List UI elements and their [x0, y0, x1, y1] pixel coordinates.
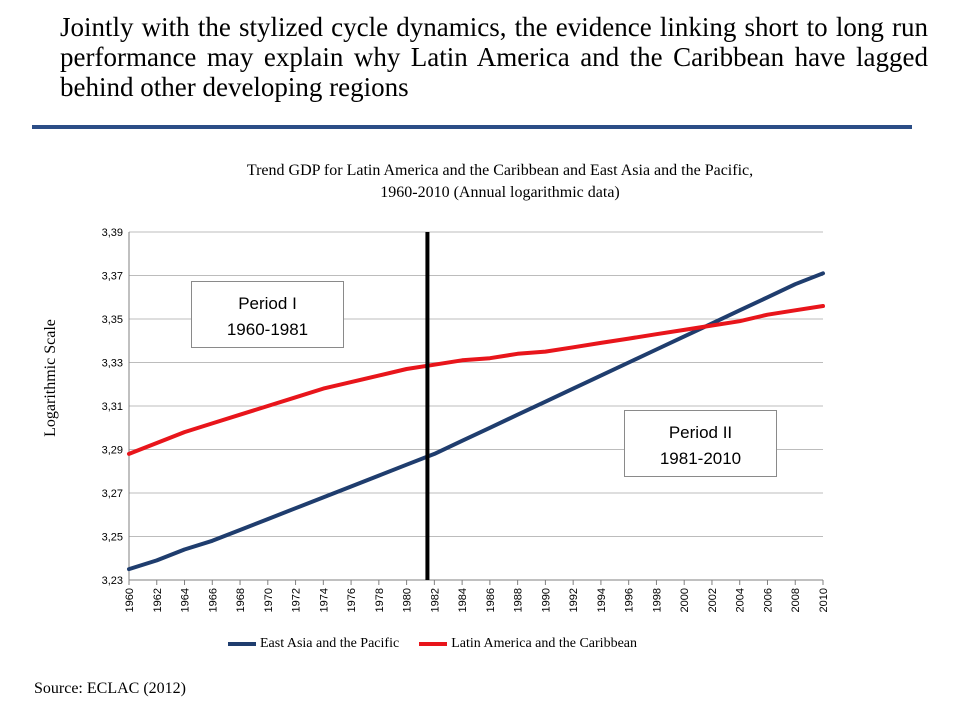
legend-swatch-east-asia [228, 642, 256, 646]
x-tick-label: 1984 [457, 588, 469, 612]
chart-title-line-1: Trend GDP for Latin America and the Cari… [246, 162, 754, 179]
x-tick-label: 1998 [651, 588, 663, 612]
x-tick-label: 2010 [818, 588, 830, 612]
x-tick-label: 2000 [679, 588, 691, 612]
chart-title: Trend GDP for Latin America and the Cari… [120, 160, 880, 204]
legend-item-latin-america: Latin America and the Caribbean [419, 636, 637, 652]
period-1-label: Period I [238, 294, 297, 313]
y-tick-label: 3,27 [102, 488, 123, 500]
slide-title: Jointly with the stylized cycle dynamics… [60, 12, 928, 102]
legend-label-latin-america: Latin America and the Caribbean [451, 636, 638, 651]
period-2-label: Period II [668, 423, 733, 442]
x-tick-label: 1976 [346, 588, 358, 612]
x-tick-label: 1986 [485, 588, 497, 612]
y-tick-label: 3,33 [102, 358, 123, 370]
x-tick-label: 1988 [513, 588, 525, 612]
x-tick-label: 1994 [596, 588, 608, 612]
y-tick-label: 3,29 [102, 445, 123, 457]
x-tick-label: 1962 [152, 588, 164, 612]
y-tick-label: 3,23 [102, 575, 123, 587]
y-tick-label: 3,25 [102, 532, 123, 544]
x-tick-label: 1982 [429, 588, 441, 612]
x-tick-label: 1992 [568, 588, 580, 612]
x-tick-label: 1978 [374, 588, 386, 612]
period-2-annotation: Period II 1981-2010 [624, 410, 777, 477]
y-tick-label: 3,37 [102, 271, 123, 283]
x-tick-label: 1980 [402, 588, 414, 612]
x-tick-label: 1960 [124, 588, 136, 612]
series-line-latin-america [127, 304, 825, 456]
x-tick-label: 1968 [235, 588, 247, 612]
y-tick-label: 3,31 [102, 401, 123, 413]
x-tick-label: 1996 [624, 588, 636, 612]
source-note: Source: ECLAC (2012) [34, 680, 186, 697]
title-rule [32, 125, 912, 129]
x-tick-label: 2002 [707, 588, 719, 612]
x-tick-label: 1966 [207, 588, 219, 612]
legend-item-east-asia: East Asia and the Pacific [228, 636, 399, 652]
x-tick-label: 1970 [263, 588, 275, 612]
x-tick-label: 2004 [735, 588, 747, 612]
x-tick-label: 1972 [291, 588, 303, 612]
y-tick-label: 3,39 [102, 227, 123, 239]
legend-swatch-latin-america [419, 642, 448, 646]
x-tick-label: 2006 [762, 588, 774, 612]
period-1-annotation: Period I 1960-1981 [191, 281, 344, 348]
x-tick-label: 2008 [790, 588, 802, 612]
period-2-years: 1981-2010 [659, 449, 742, 468]
x-tick-label: 1990 [540, 588, 552, 612]
chart-title-line-2: 1960-2010 (Annual logarithmic data) [380, 184, 620, 201]
y-tick-label: 3,35 [102, 314, 123, 326]
legend-label-east-asia: East Asia and the Pacific [260, 636, 400, 651]
chart-legend: East Asia and the Pacific Latin America … [228, 636, 637, 652]
x-tick-label: 1964 [180, 588, 192, 612]
period-1-years: 1960-1981 [226, 320, 309, 339]
x-tick-label: 1974 [318, 588, 330, 612]
